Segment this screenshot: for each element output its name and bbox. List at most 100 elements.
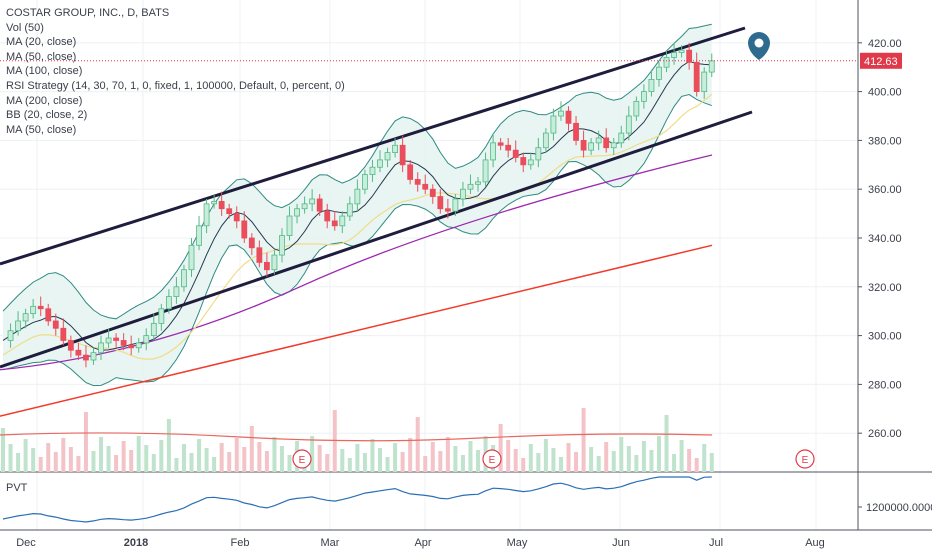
volume-bar <box>370 439 375 472</box>
legend-ma200[interactable]: MA (200, close) <box>6 94 83 107</box>
x-tick-label-4: Apr <box>414 537 431 549</box>
volume-bar <box>219 443 224 472</box>
candle-body <box>384 152 391 161</box>
x-tick-label-6: Jun <box>612 537 630 549</box>
volume-bar <box>445 437 450 472</box>
volume-bar <box>393 443 398 472</box>
candle-body <box>218 200 225 210</box>
volume-bar <box>83 412 88 472</box>
candle-body <box>565 110 572 124</box>
candle-body <box>354 188 361 205</box>
x-tick-label-0: Dec <box>16 537 36 549</box>
legend-rsi-strategy[interactable]: RSI Strategy (14, 30, 70, 1, 0, fixed, 1… <box>6 79 345 92</box>
candle-body <box>558 110 564 117</box>
volume-bar <box>453 446 458 472</box>
ma50-line <box>2 93 713 360</box>
candle-body <box>256 247 263 263</box>
volume-bar <box>641 441 646 472</box>
volume-bar <box>672 454 677 472</box>
candle-body <box>625 115 632 134</box>
volume-bar <box>596 456 601 472</box>
volume-bar <box>204 448 209 472</box>
volume-bar <box>438 451 443 472</box>
candle-body <box>437 196 444 210</box>
candle-body <box>542 132 549 149</box>
volume-bar <box>378 448 382 472</box>
volume-bar <box>347 458 352 472</box>
candle-body <box>203 203 210 227</box>
candle-body <box>105 337 112 344</box>
earnings-marker-label-0: E <box>299 455 306 466</box>
volume-bar <box>408 438 413 472</box>
candle-body <box>610 142 617 149</box>
candle-body <box>181 269 187 288</box>
candle-body <box>444 208 451 212</box>
volume-bar <box>709 453 714 472</box>
candle-body <box>67 340 74 351</box>
legend-ma50[interactable]: MA (50, close) <box>6 50 77 63</box>
candle-body <box>226 208 233 215</box>
volume-bar <box>31 448 36 472</box>
candle-body <box>497 142 504 146</box>
volume-bar <box>136 436 141 472</box>
candle-body <box>37 305 44 310</box>
volume-bar <box>151 454 156 472</box>
volume-bar <box>53 452 58 472</box>
volume-bar <box>551 448 556 472</box>
candle-body <box>15 320 21 332</box>
candle-body <box>188 244 195 271</box>
bollinger-upper <box>2 23 712 320</box>
volume-bar <box>460 455 465 472</box>
earnings-marker-0 <box>292 449 312 469</box>
volume-bar <box>385 457 390 472</box>
candle-body <box>324 210 331 222</box>
volume-bar <box>400 452 405 472</box>
volume-bar <box>38 457 43 472</box>
candle-body <box>656 66 662 80</box>
volume-bar <box>566 443 571 472</box>
volume-bar <box>99 437 104 472</box>
legend-ma20[interactable]: MA (20, close) <box>6 36 77 49</box>
candle-body <box>211 200 218 205</box>
candle-body <box>377 159 383 168</box>
legend-ma50-second[interactable]: MA (50, close) <box>6 123 77 136</box>
legend-bb[interactable]: BB (20, close, 2) <box>6 109 88 122</box>
candle-body <box>196 225 202 246</box>
candle-body <box>422 183 429 190</box>
candle-body <box>60 327 67 341</box>
pvt-label[interactable]: PVT <box>6 482 28 494</box>
price-badge-label: 412.63 <box>864 56 898 68</box>
earnings-marker-2 <box>795 449 815 469</box>
candle-body <box>143 335 150 344</box>
price-badge <box>860 52 902 69</box>
candle-body <box>407 164 414 180</box>
volume-bar <box>423 456 428 472</box>
volume-bar <box>181 444 186 472</box>
volume-bar <box>574 452 579 472</box>
legend-vol[interactable]: Vol (50) <box>6 21 44 34</box>
y-tick-label-8: 260.00 <box>868 428 902 440</box>
volume-ma <box>0 432 713 442</box>
volume-bar <box>558 457 563 472</box>
volume-bar <box>310 436 315 472</box>
candle-body <box>173 286 180 297</box>
volume-bar <box>362 453 367 472</box>
pvt-y-tick-label: 1200000.0000 <box>866 502 932 514</box>
x-tick-label-7: Jul <box>709 537 723 549</box>
candle-body <box>535 147 542 161</box>
volume-bar <box>581 408 586 472</box>
volume-bar <box>325 454 330 472</box>
legend-symbol: COSTAR GROUP, INC., D, BATS <box>6 7 170 19</box>
volume-bar <box>287 455 292 472</box>
channel-upper <box>0 26 746 266</box>
candle-body <box>452 198 459 212</box>
volume-bar <box>279 446 284 472</box>
legend-ma100[interactable]: MA (100, close) <box>6 65 83 78</box>
candle-body <box>263 261 270 271</box>
earnings-marker-label-2: E <box>802 455 809 466</box>
volume-bar <box>340 449 345 472</box>
volume-bar <box>114 455 119 472</box>
candle-body <box>120 340 127 346</box>
y-tick-label-2: 380.00 <box>868 135 902 147</box>
